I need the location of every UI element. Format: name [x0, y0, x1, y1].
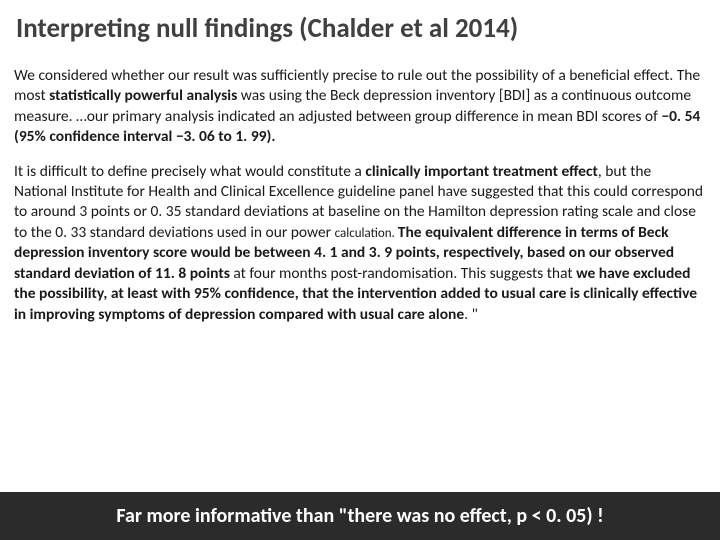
p2-text-a: It is difficult to define precisely what… — [14, 162, 365, 181]
p2-small-calc: calculation. — [335, 226, 398, 241]
p2-text-e: at four months post-randomisation. This … — [233, 264, 576, 283]
slide-title: Interpreting null findings (Chalder et a… — [14, 12, 706, 46]
paragraph-1: We considered whether our result was suf… — [14, 66, 706, 148]
footer-bar: Far more informative than "there was no … — [0, 492, 720, 540]
p2-bold-b: clinically important treatment effect — [365, 162, 597, 181]
slide-content: Interpreting null findings (Chalder et a… — [0, 0, 720, 540]
p2-text-g: . " — [464, 305, 478, 324]
paragraph-2: It is difficult to define precisely what… — [14, 162, 706, 326]
footer-text: Far more informative than "there was no … — [116, 504, 603, 528]
p1-bold-b: statistically powerful analysis — [49, 86, 237, 105]
body-text: We considered whether our result was suf… — [14, 66, 706, 325]
